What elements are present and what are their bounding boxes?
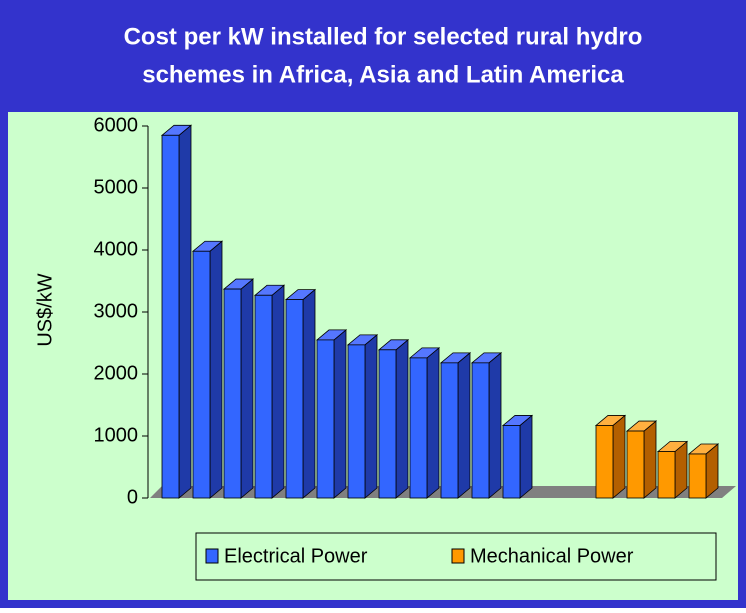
bar: [161, 134, 180, 499]
bar: [254, 294, 273, 499]
bar-side: [333, 329, 347, 499]
y-tick-label: 2000: [94, 362, 139, 384]
bar: [409, 357, 428, 499]
y-tick-label: 5000: [94, 176, 139, 198]
bar: [347, 344, 366, 499]
bar-side: [519, 414, 533, 499]
bar-side: [395, 338, 409, 499]
bar: [657, 451, 676, 499]
bar-side: [178, 124, 192, 499]
y-tick-label: 6000: [94, 114, 139, 136]
legend: [195, 532, 717, 581]
bar: [192, 250, 211, 499]
y-tick-label: 0: [127, 486, 138, 508]
bar: [688, 453, 707, 499]
bar: [440, 362, 459, 499]
chart-title: Cost per kW installed for selected rural…: [124, 23, 643, 50]
bar-side: [426, 347, 440, 499]
bar-side: [612, 414, 626, 499]
bar: [595, 425, 614, 499]
bar: [223, 288, 242, 499]
bar: [378, 349, 397, 499]
bar-side: [302, 288, 316, 499]
bar: [316, 339, 335, 499]
bar-side: [209, 240, 223, 499]
bar: [626, 430, 645, 499]
bar: [471, 362, 490, 499]
bar: [285, 299, 304, 499]
y-axis-label: US$/kW: [34, 273, 56, 346]
bar-side: [364, 334, 378, 499]
bar-side: [240, 278, 254, 499]
bar-side: [457, 351, 471, 499]
bar-side: [271, 284, 285, 499]
bar-side: [643, 420, 657, 499]
legend-label: Mechanical Power: [470, 545, 634, 567]
y-tick-label: 4000: [94, 238, 139, 260]
y-tick-label: 3000: [94, 300, 139, 322]
bar: [502, 425, 521, 499]
chart-title: schemes in Africa, Asia and Latin Americ…: [142, 61, 624, 88]
bar-side: [488, 351, 502, 499]
y-tick-label: 1000: [94, 424, 139, 446]
legend-label: Electrical Power: [224, 545, 368, 567]
legend-swatch: [451, 548, 465, 564]
legend-swatch: [205, 548, 219, 564]
